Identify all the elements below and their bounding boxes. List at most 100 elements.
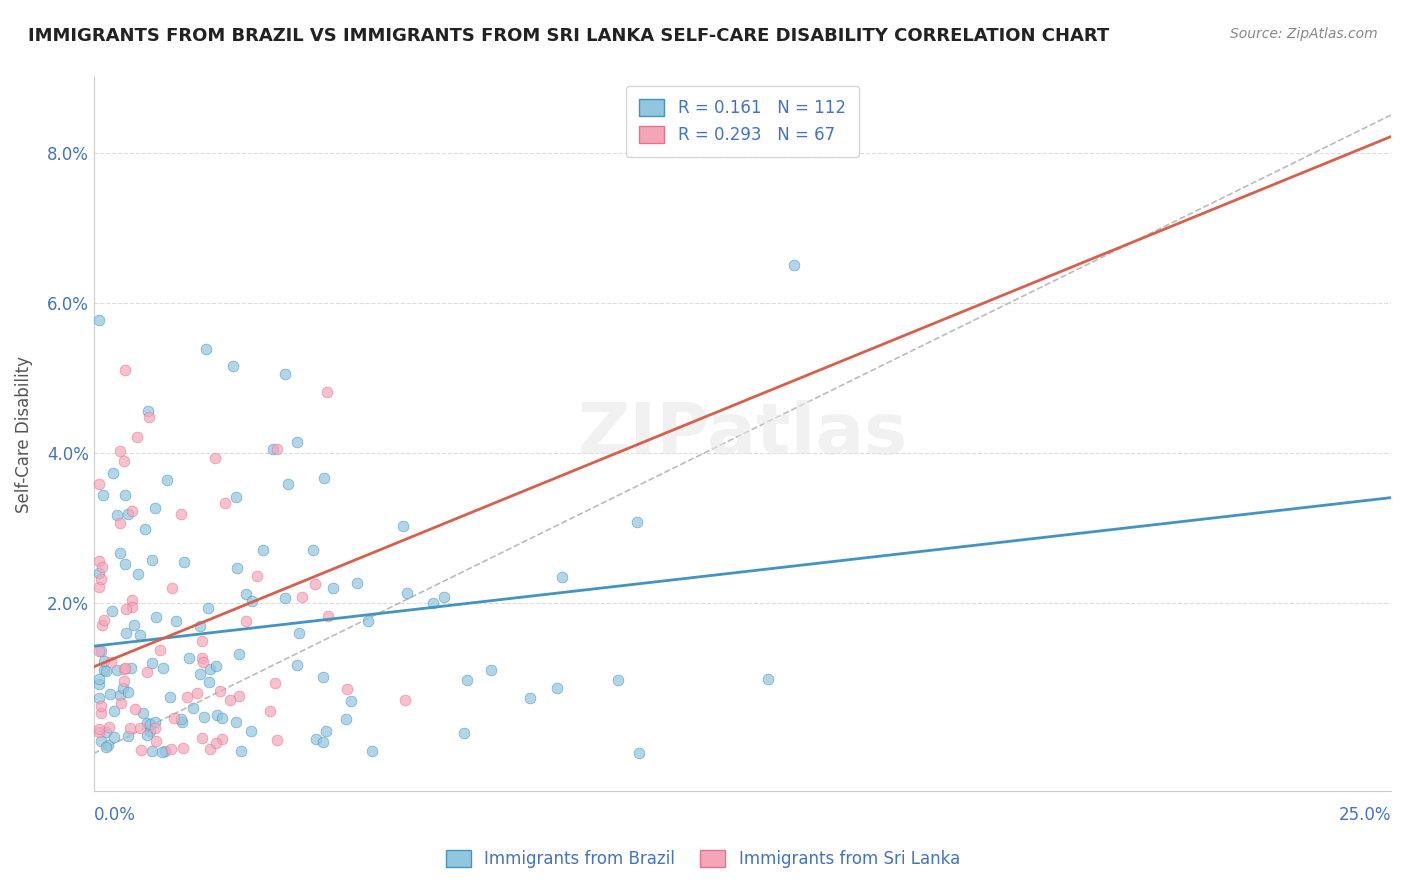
Immigrants from Sri Lanka (108, 444, 131, 458)
Immigrants from Brazil (141, 744, 163, 758)
Immigrants from Brazil (93, 655, 115, 669)
Immigrants from Sri Lanka (235, 615, 257, 629)
Immigrants from Brazil (122, 618, 145, 632)
Immigrants from Sri Lanka (316, 609, 339, 624)
Text: ZIPatlas: ZIPatlas (578, 400, 907, 468)
Immigrants from Sri Lanka (138, 410, 160, 425)
Immigrants from Brazil (173, 555, 195, 569)
Immigrants from Brazil (228, 647, 250, 661)
Immigrants from Brazil (145, 610, 167, 624)
Immigrants from Brazil (181, 701, 204, 715)
Immigrants from Brazil (159, 690, 181, 705)
Immigrants from Brazil (222, 359, 245, 373)
Immigrants from Sri Lanka (90, 572, 112, 586)
Immigrants from Brazil (315, 724, 337, 739)
Text: IMMIGRANTS FROM BRAZIL VS IMMIGRANTS FROM SRI LANKA SELF-CARE DISABILITY CORRELA: IMMIGRANTS FROM BRAZIL VS IMMIGRANTS FRO… (28, 27, 1109, 45)
Immigrants from Brazil (139, 724, 162, 739)
Immigrants from Brazil (94, 740, 117, 755)
Immigrants from Brazil (89, 313, 111, 327)
Immigrants from Sri Lanka (100, 655, 122, 669)
Immigrants from Brazil (229, 744, 252, 758)
Immigrants from Brazil (357, 614, 380, 628)
Immigrants from Sri Lanka (131, 743, 153, 757)
Immigrants from Brazil (205, 708, 228, 723)
Immigrants from Brazil (114, 626, 136, 640)
Immigrants from Sri Lanka (264, 675, 287, 690)
Immigrants from Sri Lanka (169, 507, 191, 521)
Immigrants from Sri Lanka (266, 733, 288, 747)
Immigrants from Brazil (143, 500, 166, 515)
Immigrants from Brazil (139, 717, 162, 731)
Immigrants from Brazil (422, 596, 444, 610)
Immigrants from Brazil (783, 258, 806, 272)
Immigrants from Brazil (287, 625, 309, 640)
Immigrants from Brazil (433, 590, 456, 604)
Immigrants from Brazil (285, 658, 308, 673)
Immigrants from Sri Lanka (87, 723, 110, 737)
Text: 25.0%: 25.0% (1339, 806, 1391, 824)
Immigrants from Brazil (127, 567, 149, 582)
Immigrants from Brazil (156, 473, 179, 487)
Immigrants from Sri Lanka (129, 721, 152, 735)
Immigrants from Sri Lanka (336, 682, 359, 697)
Immigrants from Brazil (117, 685, 139, 699)
Immigrants from Brazil (87, 676, 110, 690)
Immigrants from Brazil (285, 434, 308, 449)
Immigrants from Brazil (97, 739, 120, 753)
Immigrants from Brazil (305, 731, 328, 746)
Immigrants from Sri Lanka (143, 721, 166, 735)
Immigrants from Sri Lanka (209, 683, 232, 698)
Immigrants from Brazil (177, 651, 200, 665)
Immigrants from Brazil (129, 628, 152, 642)
Immigrants from Sri Lanka (172, 740, 194, 755)
Immigrants from Sri Lanka (160, 581, 183, 595)
Immigrants from Sri Lanka (211, 731, 233, 746)
Immigrants from Sri Lanka (266, 442, 288, 457)
Immigrants from Sri Lanka (304, 576, 326, 591)
Immigrants from Brazil (105, 663, 128, 677)
Immigrants from Brazil (392, 518, 415, 533)
Legend: Immigrants from Brazil, Immigrants from Sri Lanka: Immigrants from Brazil, Immigrants from … (440, 843, 966, 875)
Immigrants from Brazil (108, 688, 131, 702)
Immigrants from Brazil (169, 712, 191, 726)
Immigrants from Brazil (114, 558, 136, 572)
Immigrants from Brazil (87, 672, 110, 686)
Immigrants from Brazil (453, 726, 475, 740)
Immigrants from Brazil (111, 681, 134, 696)
Immigrants from Brazil (153, 744, 176, 758)
Immigrants from Brazil (758, 672, 780, 686)
Immigrants from Brazil (195, 342, 218, 356)
Immigrants from Brazil (103, 730, 125, 744)
Immigrants from Brazil (198, 675, 221, 690)
Immigrants from Sri Lanka (219, 693, 242, 707)
Immigrants from Brazil (302, 543, 325, 558)
Immigrants from Brazil (240, 723, 263, 738)
Immigrants from Sri Lanka (91, 618, 114, 632)
Immigrants from Brazil (101, 466, 124, 480)
Immigrants from Sri Lanka (112, 662, 135, 676)
Immigrants from Sri Lanka (176, 690, 198, 704)
Immigrants from Brazil (105, 508, 128, 523)
Immigrants from Brazil (152, 745, 174, 759)
Immigrants from Sri Lanka (90, 706, 112, 720)
Immigrants from Brazil (193, 710, 215, 724)
Immigrants from Sri Lanka (145, 734, 167, 748)
Immigrants from Brazil (98, 687, 121, 701)
Immigrants from Sri Lanka (149, 643, 172, 657)
Immigrants from Sri Lanka (112, 673, 135, 688)
Immigrants from Brazil (152, 661, 174, 675)
Immigrants from Brazil (90, 734, 112, 748)
Immigrants from Sri Lanka (204, 450, 226, 465)
Immigrants from Sri Lanka (214, 496, 236, 510)
Immigrants from Brazil (87, 691, 110, 706)
Immigrants from Brazil (165, 614, 187, 628)
Immigrants from Brazil (198, 662, 221, 676)
Immigrants from Brazil (274, 591, 297, 606)
Y-axis label: Self-Care Disability: Self-Care Disability (15, 356, 32, 513)
Immigrants from Brazil (274, 367, 297, 381)
Immigrants from Sri Lanka (118, 722, 141, 736)
Immigrants from Sri Lanka (108, 516, 131, 530)
Immigrants from Brazil (117, 729, 139, 743)
Immigrants from Brazil (225, 490, 247, 504)
Immigrants from Sri Lanka (316, 385, 339, 400)
